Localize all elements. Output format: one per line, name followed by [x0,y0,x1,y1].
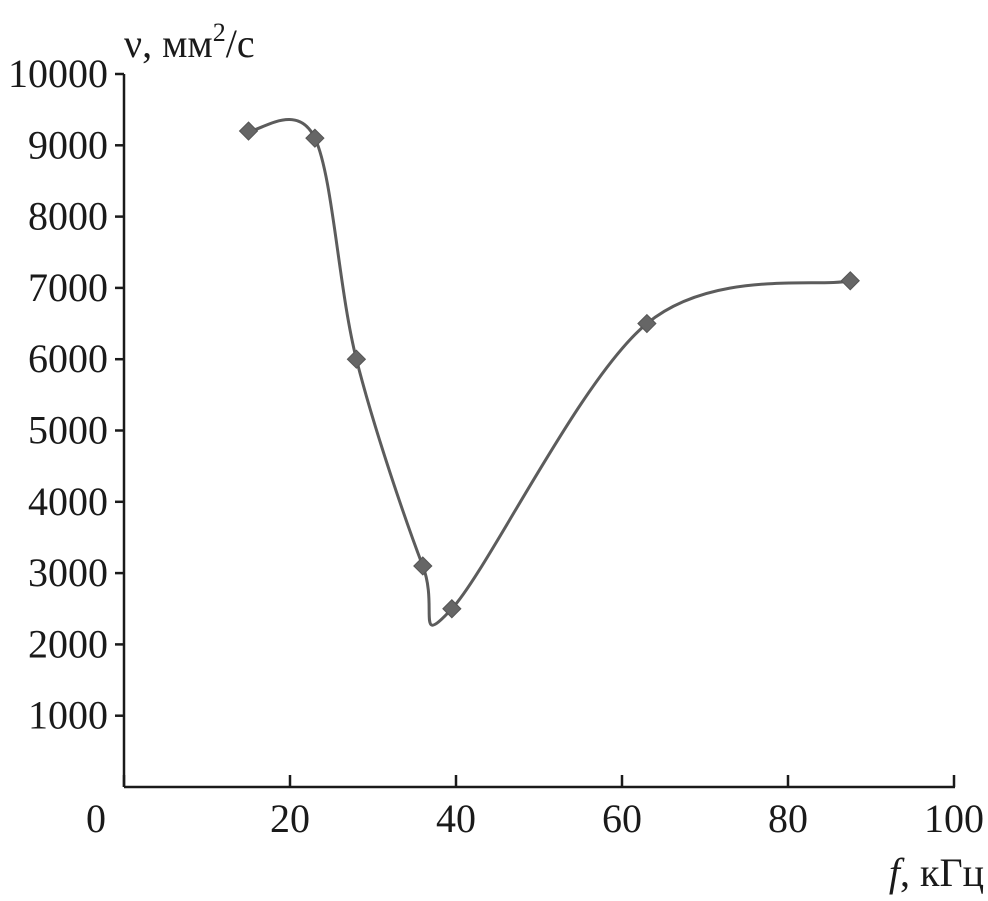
y-tick-label: 7000 [28,265,108,310]
x-tick-label: 60 [602,796,642,841]
series-line [248,118,851,627]
y-tick-label: 6000 [28,336,108,381]
y-tick-label: 1000 [28,693,108,738]
data-point-marker [637,313,657,334]
x-tick-label: 80 [768,796,808,841]
y-axis-unit-sup: 2 [213,18,226,47]
labels-layer: ν, мм2/с f, кГц [124,18,984,895]
x-tick-label: 20 [270,796,310,841]
y-tick-label: 8000 [28,194,108,239]
data-point-marker [346,349,367,369]
y-axis-symbol: ν [124,21,142,66]
curve-layer [248,118,851,627]
y-tick-label: 2000 [28,621,108,666]
data-point-marker [238,121,259,141]
y-tick-label: 5000 [28,408,108,453]
y-axis-unit-pre: , мм [142,21,213,66]
y-tick-label: 3000 [28,550,108,595]
y-axis-unit-post: /с [226,21,255,66]
y-tick-label: 10000 [8,51,108,96]
data-point-marker [305,128,325,148]
x-tick-label: 100 [924,796,984,841]
data-point-marker [413,556,433,576]
x-tick-label: 0 [86,796,106,841]
x-axis-unit: , кГц [900,850,984,895]
x-tick-label: 40 [436,796,476,841]
data-point-marker [442,599,462,619]
axes: 1000200030004000500060007000800090001000… [8,51,984,841]
y-tick-label: 4000 [28,479,108,524]
y-tick-label: 9000 [28,122,108,167]
x-axis-title: f, кГц [889,850,984,895]
data-point-marker [840,271,860,291]
y-axis-title: ν, мм2/с [124,18,255,66]
markers-layer [238,121,860,619]
